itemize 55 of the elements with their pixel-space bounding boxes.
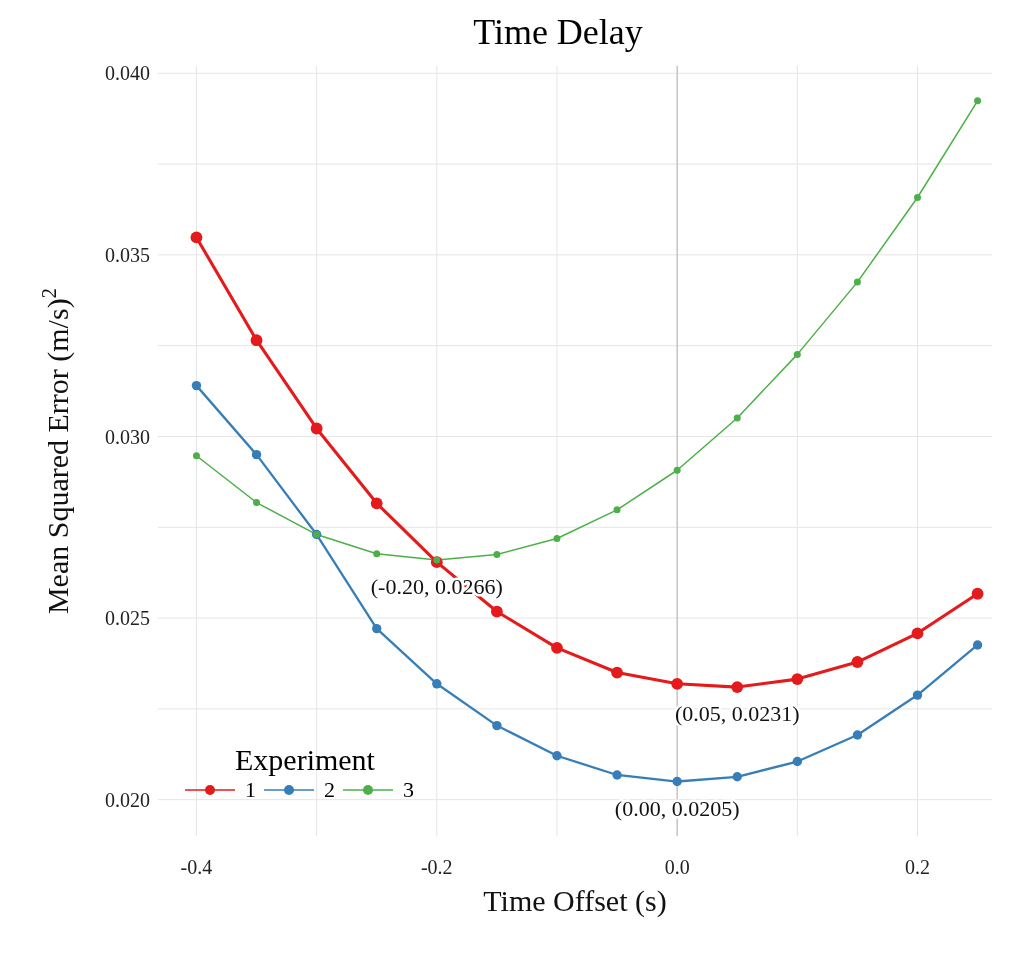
point [612,770,622,780]
point [493,551,501,559]
point [250,334,263,347]
point [492,720,502,731]
legend-label: 1 [245,777,256,803]
point [551,641,563,654]
point [793,350,801,358]
x-tick-label: 0.0 [664,856,690,879]
point [191,380,202,391]
point [974,97,982,105]
y-tick-label: 0.025 [105,607,150,630]
legend-label: 3 [403,777,414,803]
point [372,623,382,634]
annotation: (0.00, 0.0205) [614,795,740,821]
x-axis-title: Time Offset (s) [483,884,667,918]
y-tick-label: 0.030 [105,425,150,448]
x-tick-label: -0.4 [180,856,213,879]
point [432,679,442,689]
point [611,666,623,679]
point [732,772,742,782]
point [373,550,381,558]
chart-title: Time Delay [472,11,644,54]
point [913,193,921,201]
y-tick-label: 0.020 [105,788,150,811]
point [972,640,983,650]
point [971,587,984,600]
point [190,231,203,244]
y-tick-label: 0.040 [105,62,150,85]
point [490,605,503,618]
point [613,506,621,514]
point [671,677,684,690]
point [792,756,803,767]
point [253,499,261,507]
legend-label: 2 [324,777,335,803]
point [192,452,200,460]
point [672,776,682,787]
point [552,751,562,761]
point [310,422,323,435]
point [791,673,804,685]
point [673,466,681,474]
annotation: (0.05, 0.0231) [674,701,800,727]
y-tick-label: 0.035 [105,243,150,266]
point [553,535,561,543]
point [912,690,923,700]
x-tick-label: -0.2 [420,856,453,879]
x-tick-label: 0.2 [904,856,930,879]
point [911,627,924,640]
point [251,449,262,460]
point [853,278,861,286]
point [733,414,741,422]
point [852,730,863,740]
point [851,656,864,668]
legend-title: Experiment [235,743,376,777]
point [370,497,383,510]
point [731,681,744,693]
